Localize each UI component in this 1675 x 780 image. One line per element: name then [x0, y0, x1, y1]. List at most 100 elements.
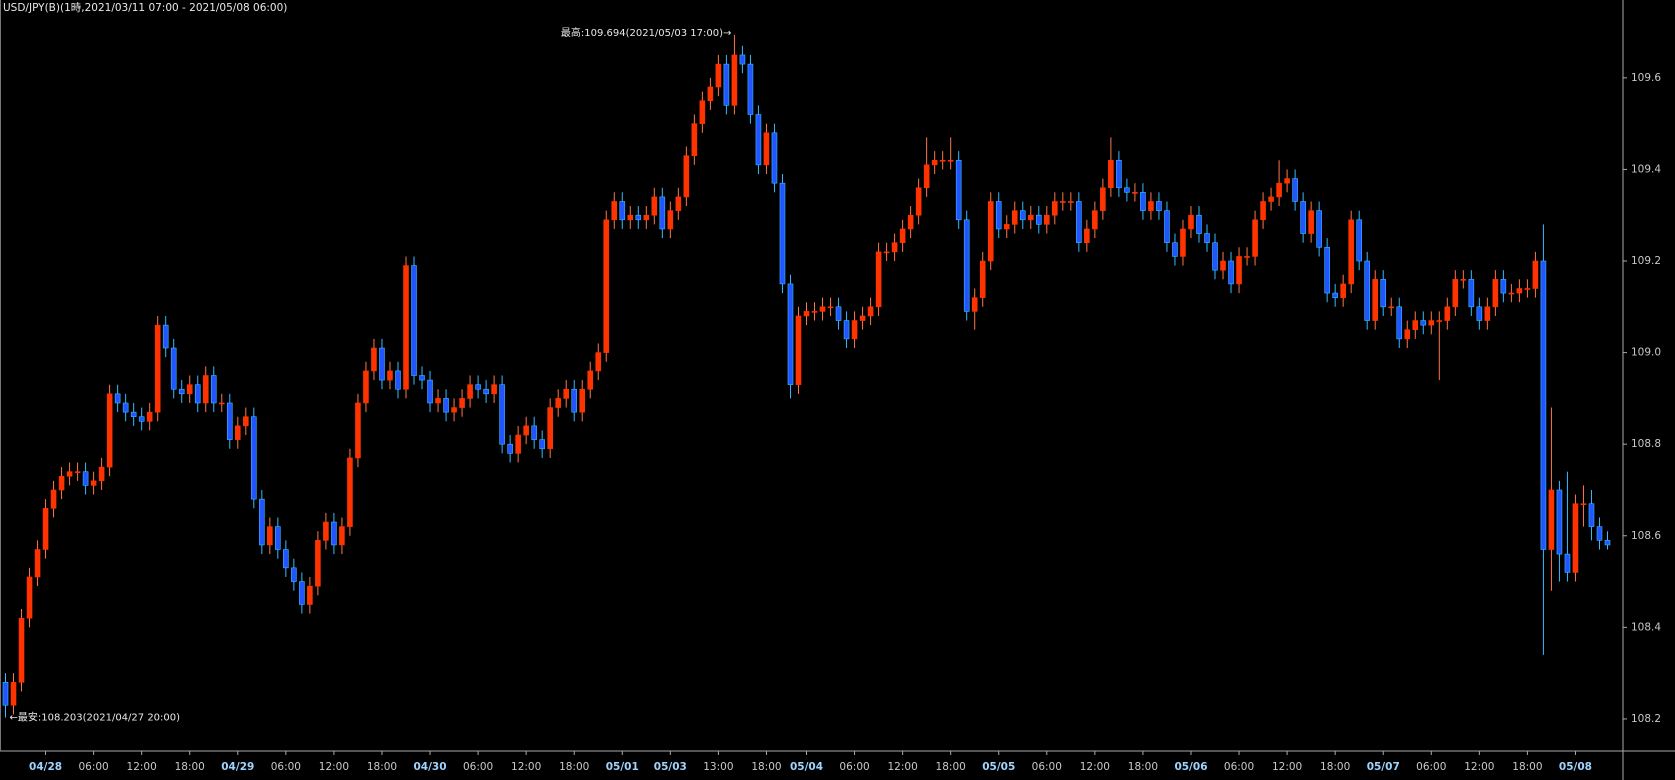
candle-body — [1532, 260, 1539, 289]
candle-body — [315, 540, 321, 587]
candle-body — [331, 521, 337, 546]
candle-body — [715, 63, 722, 88]
candle-body — [1292, 178, 1298, 202]
candle-body — [523, 425, 529, 436]
candle-body — [1524, 288, 1531, 290]
x-tick-label: 05/04 — [790, 761, 823, 773]
candle-body — [659, 196, 666, 230]
y-tick-label: 108.4 — [1631, 621, 1661, 633]
candle-body — [811, 311, 818, 313]
candle-body — [1116, 159, 1122, 189]
candle-body — [82, 471, 89, 486]
candle-body — [755, 114, 762, 166]
x-tick-label: 04/30 — [413, 761, 446, 773]
candle-body — [1156, 201, 1162, 211]
candle-body — [667, 210, 674, 230]
candle-body — [26, 576, 33, 619]
candle-body — [379, 347, 385, 381]
candle-body — [683, 155, 690, 198]
candle-body — [1300, 201, 1306, 234]
candle-body — [851, 320, 858, 340]
candle-body — [611, 201, 618, 221]
candle-body — [259, 498, 265, 546]
candle-body — [122, 402, 129, 413]
candle-body — [843, 320, 850, 340]
candle-body — [1140, 192, 1146, 211]
candle-body — [1236, 256, 1242, 285]
candle-body — [603, 219, 610, 353]
candle-body — [451, 407, 457, 413]
candle-body — [771, 132, 778, 184]
candle-body — [1468, 279, 1475, 308]
candle-body — [18, 617, 25, 683]
candle-body — [58, 475, 65, 491]
candle-body — [1180, 228, 1186, 257]
candle-body — [363, 370, 369, 404]
candle-body — [299, 581, 305, 605]
y-tick-label: 109.2 — [1631, 255, 1661, 267]
candle-body — [1596, 526, 1603, 541]
candle-body — [467, 384, 473, 399]
low-annotation: ←最安:108.203(2021/04/27 20:00) — [10, 711, 181, 724]
candle-body — [355, 402, 361, 459]
candle-body — [251, 416, 257, 500]
candle-body — [1019, 210, 1026, 221]
candle-body — [98, 466, 105, 482]
candle-body — [50, 489, 57, 509]
candle-body — [459, 398, 465, 408]
candle-body — [106, 393, 113, 468]
x-tick-label: 12:00 — [319, 761, 349, 773]
candle-body — [1188, 214, 1194, 230]
candle-body — [1372, 279, 1379, 321]
x-tick-label: 04/29 — [221, 761, 254, 773]
x-tick-label: 06:00 — [839, 761, 869, 773]
candle-body — [803, 311, 810, 317]
candle-body — [907, 214, 914, 230]
candle-body — [411, 265, 417, 376]
candle-body — [419, 375, 425, 381]
candle-body — [1436, 320, 1443, 322]
candle-body — [1340, 283, 1346, 298]
candle-body — [1548, 489, 1555, 550]
x-tick-label: 06:00 — [1224, 761, 1254, 773]
candle-body — [114, 393, 121, 404]
candle-body — [1476, 306, 1483, 321]
candle-body — [1220, 260, 1226, 271]
x-tick-label: 18:00 — [1320, 761, 1350, 773]
candle-body — [643, 214, 650, 221]
candle-body — [34, 549, 41, 578]
candle-body — [475, 384, 481, 390]
candle-body — [731, 54, 738, 106]
candle-body — [971, 297, 978, 312]
candle-body — [1035, 214, 1042, 225]
candle-body — [443, 398, 449, 413]
x-tick-label: 18:00 — [559, 761, 589, 773]
candle-body — [723, 63, 730, 106]
candle-body — [483, 388, 489, 395]
candle-body — [387, 370, 393, 381]
candle-body — [491, 384, 497, 395]
x-tick-label: 06:00 — [1032, 761, 1062, 773]
candle-body — [74, 471, 81, 473]
candle-body — [1308, 210, 1314, 234]
candle-body — [1332, 292, 1338, 298]
candle-body — [531, 425, 537, 440]
candle-body — [10, 682, 17, 706]
candle-body — [875, 251, 882, 308]
candle-body — [234, 425, 241, 440]
candle-body — [427, 379, 433, 404]
candle-body — [1244, 256, 1250, 258]
candle-body — [579, 388, 586, 413]
candle-body — [1060, 201, 1066, 203]
candle-body — [307, 585, 313, 605]
candle-body — [1003, 224, 1010, 230]
candle-body — [779, 182, 786, 285]
candle-body — [1124, 187, 1130, 193]
candle-body — [1508, 292, 1515, 295]
candle-body — [1268, 196, 1274, 202]
candle-body — [267, 526, 273, 546]
candle-body — [1044, 214, 1050, 225]
candle-body — [619, 201, 626, 221]
candle-body — [931, 159, 938, 166]
